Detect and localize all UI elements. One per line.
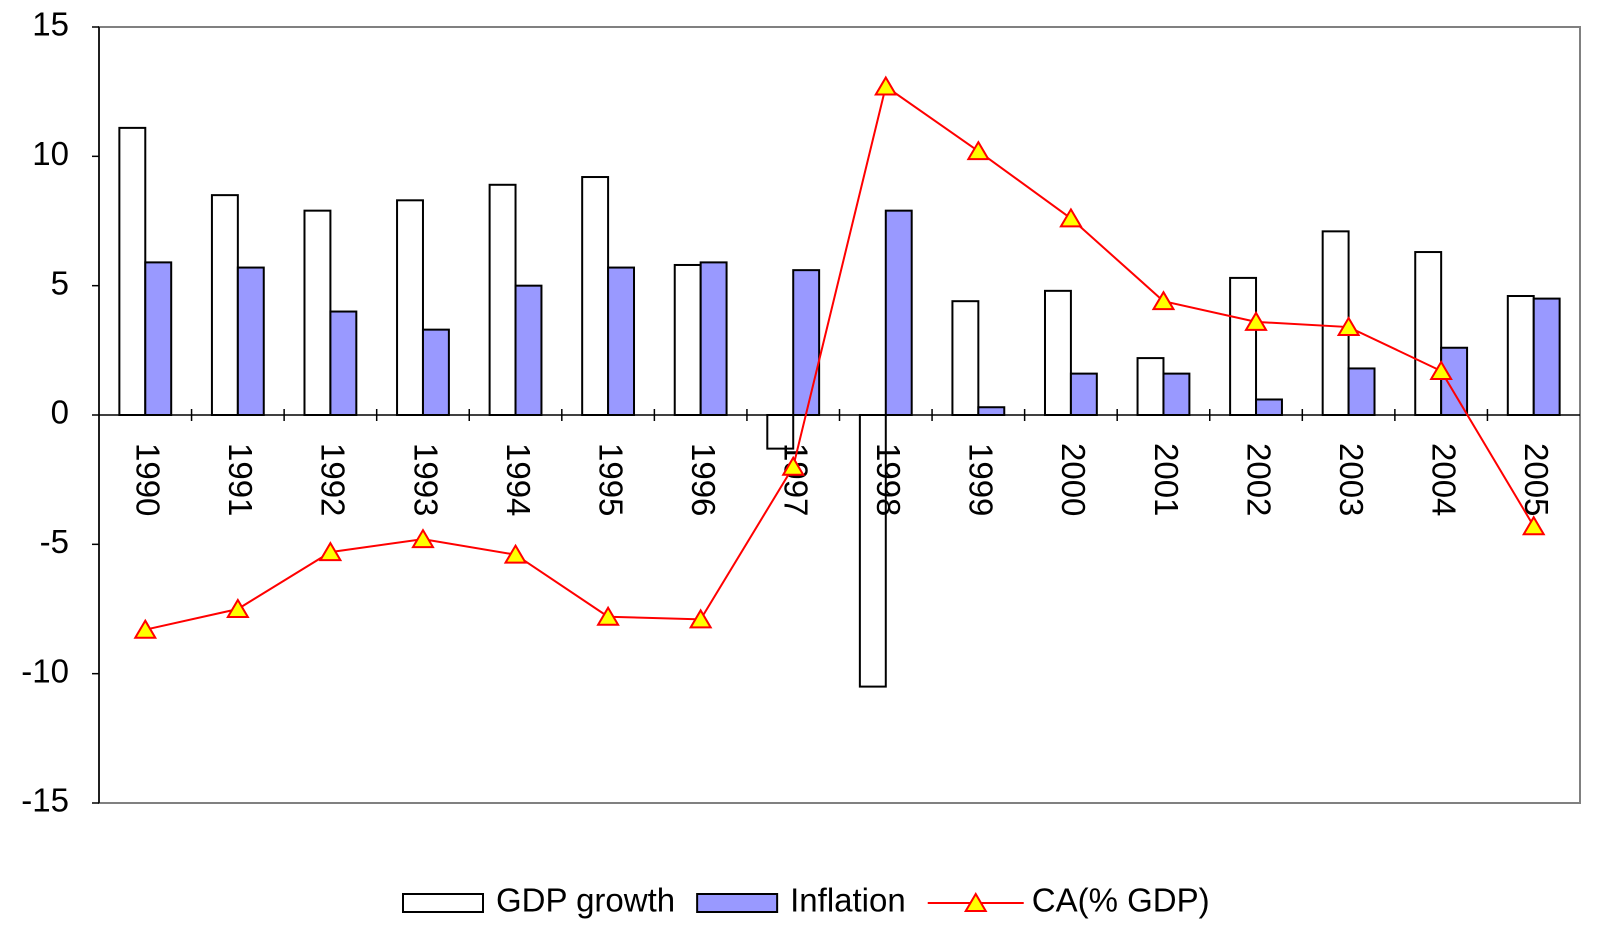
bar — [884, 209, 913, 416]
bar — [118, 126, 147, 416]
x-tick-label: 1998 — [870, 443, 907, 516]
marker — [781, 455, 805, 476]
marker — [133, 618, 158, 639]
x-tick-label: 2003 — [1333, 443, 1370, 516]
bar — [1069, 372, 1098, 417]
marker — [1336, 316, 1361, 337]
bar — [303, 209, 332, 416]
legend-label: GDP growth — [496, 882, 675, 919]
bar — [514, 284, 543, 416]
marker — [688, 608, 713, 629]
y-tick-label: -15 — [21, 782, 69, 819]
y-tick-label: 10 — [32, 135, 69, 172]
bar — [1506, 295, 1535, 416]
y-tick-label: 0 — [51, 394, 69, 431]
x-tick-label: 1993 — [407, 443, 444, 516]
y-tick-label: 5 — [51, 264, 69, 301]
x-tick-label: 2005 — [1518, 443, 1555, 516]
bar — [1532, 297, 1561, 417]
bar — [329, 310, 358, 416]
marker — [503, 543, 528, 564]
marker — [1151, 290, 1176, 311]
bar — [1229, 276, 1258, 417]
x-tick-label: 1994 — [500, 443, 537, 516]
marker — [226, 598, 250, 618]
bar — [1162, 372, 1191, 417]
x-tick-label: 2004 — [1425, 443, 1462, 516]
marker — [1429, 360, 1453, 381]
marker — [874, 75, 898, 96]
bar — [977, 406, 1006, 416]
marker — [1521, 515, 1546, 536]
y-tick-label: -5 — [40, 523, 69, 560]
legend-swatch — [402, 893, 484, 913]
bar — [1440, 346, 1469, 417]
legend-label: Inflation — [790, 882, 906, 919]
x-tick-label: 1995 — [592, 443, 629, 516]
bar — [488, 183, 517, 416]
bar — [144, 261, 173, 416]
bar — [581, 176, 610, 416]
legend-marker — [963, 892, 988, 912]
marker — [1059, 207, 1083, 228]
bar — [421, 328, 450, 417]
x-tick-label: 2002 — [1240, 443, 1277, 516]
bar — [1414, 251, 1443, 416]
x-tick-label: 1992 — [315, 443, 352, 516]
bar — [951, 300, 980, 417]
bar — [673, 263, 702, 416]
bar — [1347, 367, 1376, 417]
x-tick-label: 1991 — [222, 443, 259, 516]
bar — [1136, 357, 1165, 416]
bar — [699, 261, 728, 416]
bar — [236, 266, 265, 416]
bar — [792, 269, 821, 416]
x-tick-label: 2001 — [1148, 443, 1185, 516]
marker — [1244, 310, 1268, 331]
bar — [210, 194, 239, 416]
y-tick-label: 15 — [32, 6, 69, 43]
x-tick-label: 1999 — [963, 443, 1000, 516]
x-tick-label: 1996 — [685, 443, 722, 516]
bar — [396, 199, 424, 416]
bar — [1255, 398, 1283, 417]
legend-swatch — [696, 893, 779, 913]
marker — [966, 140, 991, 161]
marker — [596, 605, 620, 626]
bar — [607, 266, 636, 416]
bar — [1043, 289, 1072, 416]
x-tick-label: 1990 — [130, 443, 167, 516]
y-tick-label: -10 — [21, 652, 69, 689]
marker — [411, 528, 435, 549]
x-tick-label: 2000 — [1055, 443, 1092, 516]
line — [145, 84, 1535, 631]
bar — [766, 414, 795, 450]
marker — [318, 541, 343, 562]
legend-label: CA(% GDP) — [1032, 882, 1210, 919]
